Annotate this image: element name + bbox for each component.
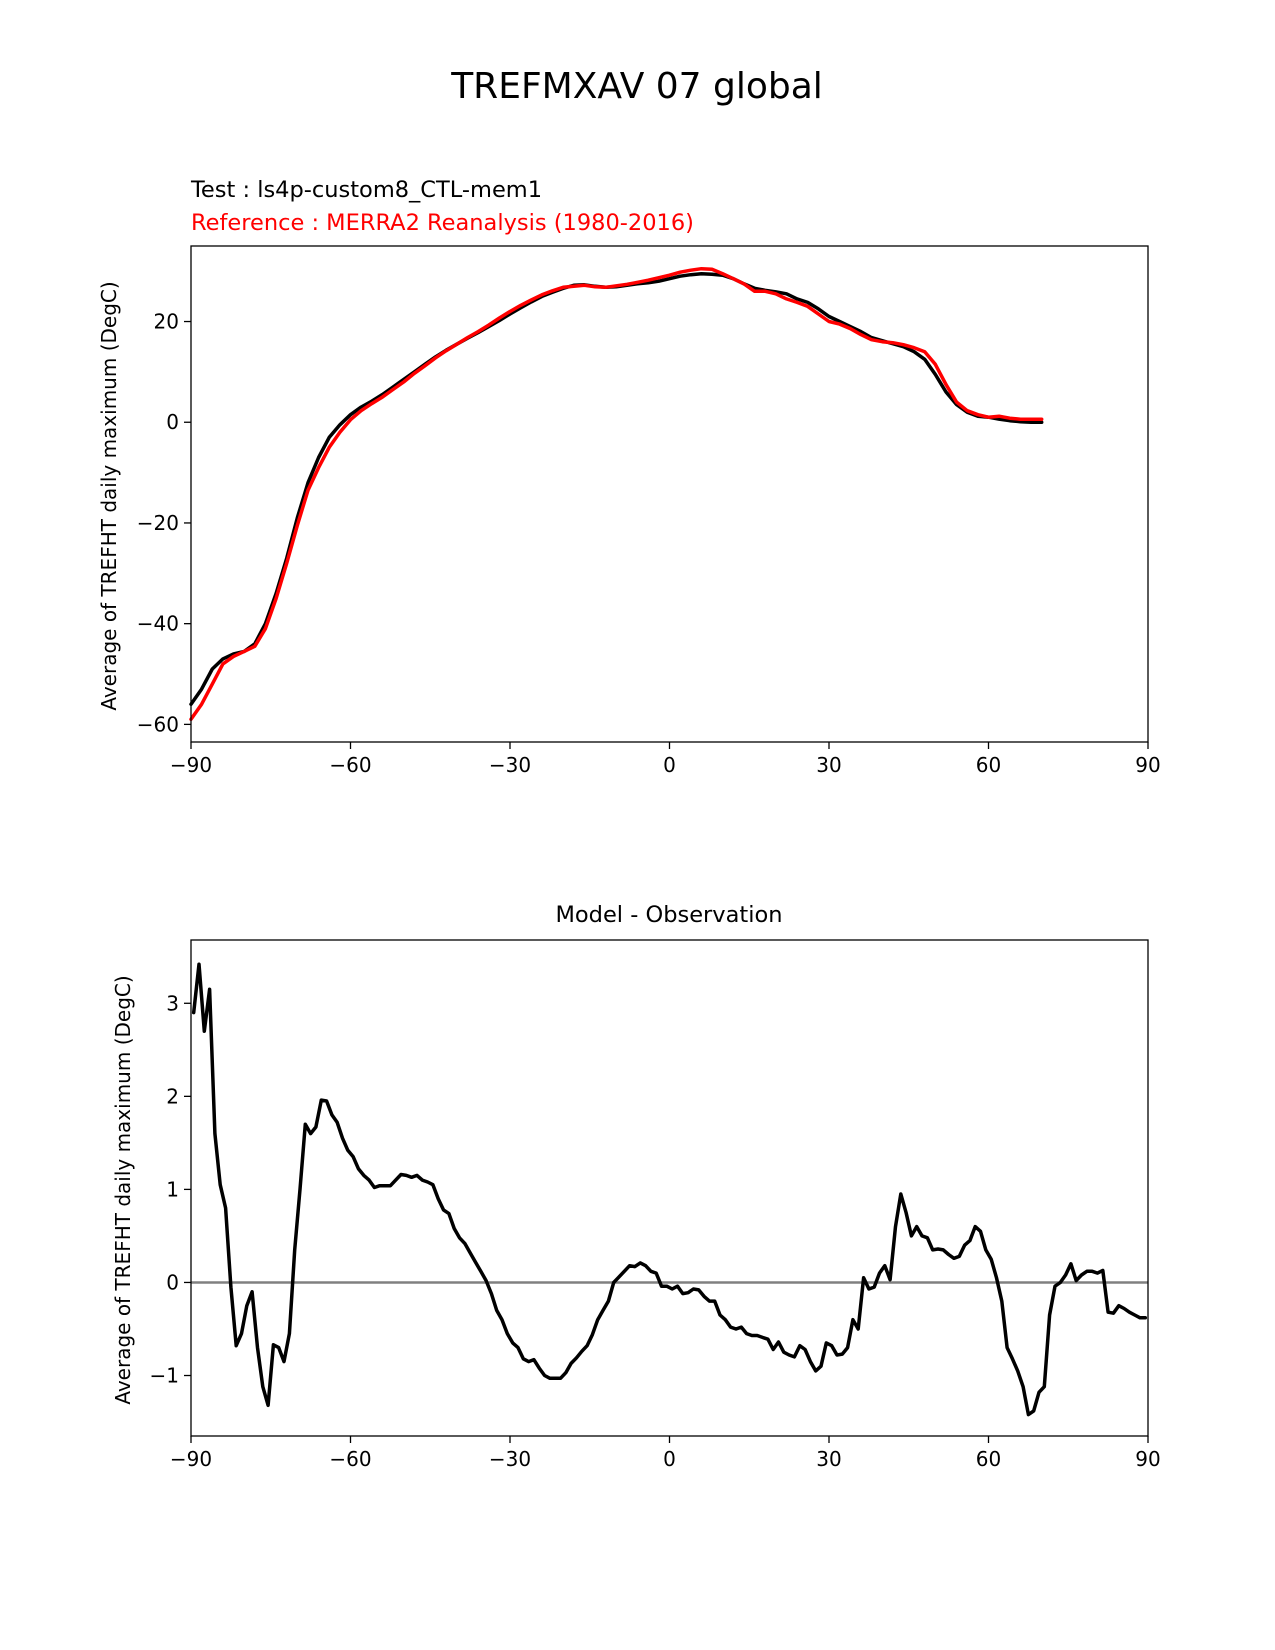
top-x-tick-label: −90 — [170, 753, 212, 777]
top-y-tick-label: 0 — [166, 410, 179, 434]
top-y-tick-label: −40 — [137, 612, 179, 636]
top-y-tick-label: 20 — [154, 310, 179, 334]
bottom-x-tick-label: 60 — [976, 1447, 1001, 1471]
bottom-panel: Model - Observation Average of TREFHT da… — [111, 902, 1161, 1471]
bottom-x-tick-label: −60 — [329, 1447, 371, 1471]
bottom-y-tick-label: −1 — [150, 1364, 179, 1388]
top-y-tick-label: −20 — [137, 511, 179, 535]
top-x-tick-label: −30 — [489, 753, 531, 777]
bottom-x-tick-label: 90 — [1135, 1447, 1160, 1471]
bottom-y-tick-label: 2 — [166, 1084, 179, 1108]
figure-title: TREFMXAV 07 global — [450, 66, 823, 107]
top-panel: Test : ls4p-custom8_CTL-mem1 Reference :… — [97, 177, 1161, 777]
test-label: Test : ls4p-custom8_CTL-mem1 — [190, 177, 542, 203]
top-x-tick-label: 0 — [663, 753, 676, 777]
bottom-y-axis-label: Average of TREFHT daily maximum (DegC) — [111, 975, 135, 1404]
bottom-x-tick-label: −90 — [170, 1447, 212, 1471]
bottom-y-tick-label: 1 — [166, 1177, 179, 1201]
bottom-y-tick-label: 3 — [166, 991, 179, 1015]
top-x-tick-label: 60 — [976, 753, 1001, 777]
bottom-panel-title: Model - Observation — [556, 902, 783, 928]
top-x-tick-label: −60 — [329, 753, 371, 777]
bottom-y-tick-label: 0 — [166, 1270, 179, 1294]
reference-label: Reference : MERRA2 Reanalysis (1980-2016… — [191, 210, 694, 236]
top-x-tick-label: 90 — [1135, 753, 1160, 777]
bottom-x-tick-label: 30 — [816, 1447, 841, 1471]
top-x-tick-label: 30 — [816, 753, 841, 777]
bottom-x-tick-label: −30 — [489, 1447, 531, 1471]
bottom-series-line-model-observation — [191, 962, 1148, 1417]
top-series-line-reference — [189, 266, 1044, 722]
bottom-x-tick-label: 0 — [663, 1447, 676, 1471]
top-y-axis-label: Average of TREFHT daily maximum (DegC) — [97, 281, 121, 710]
top-y-tick-label: −60 — [137, 712, 179, 736]
